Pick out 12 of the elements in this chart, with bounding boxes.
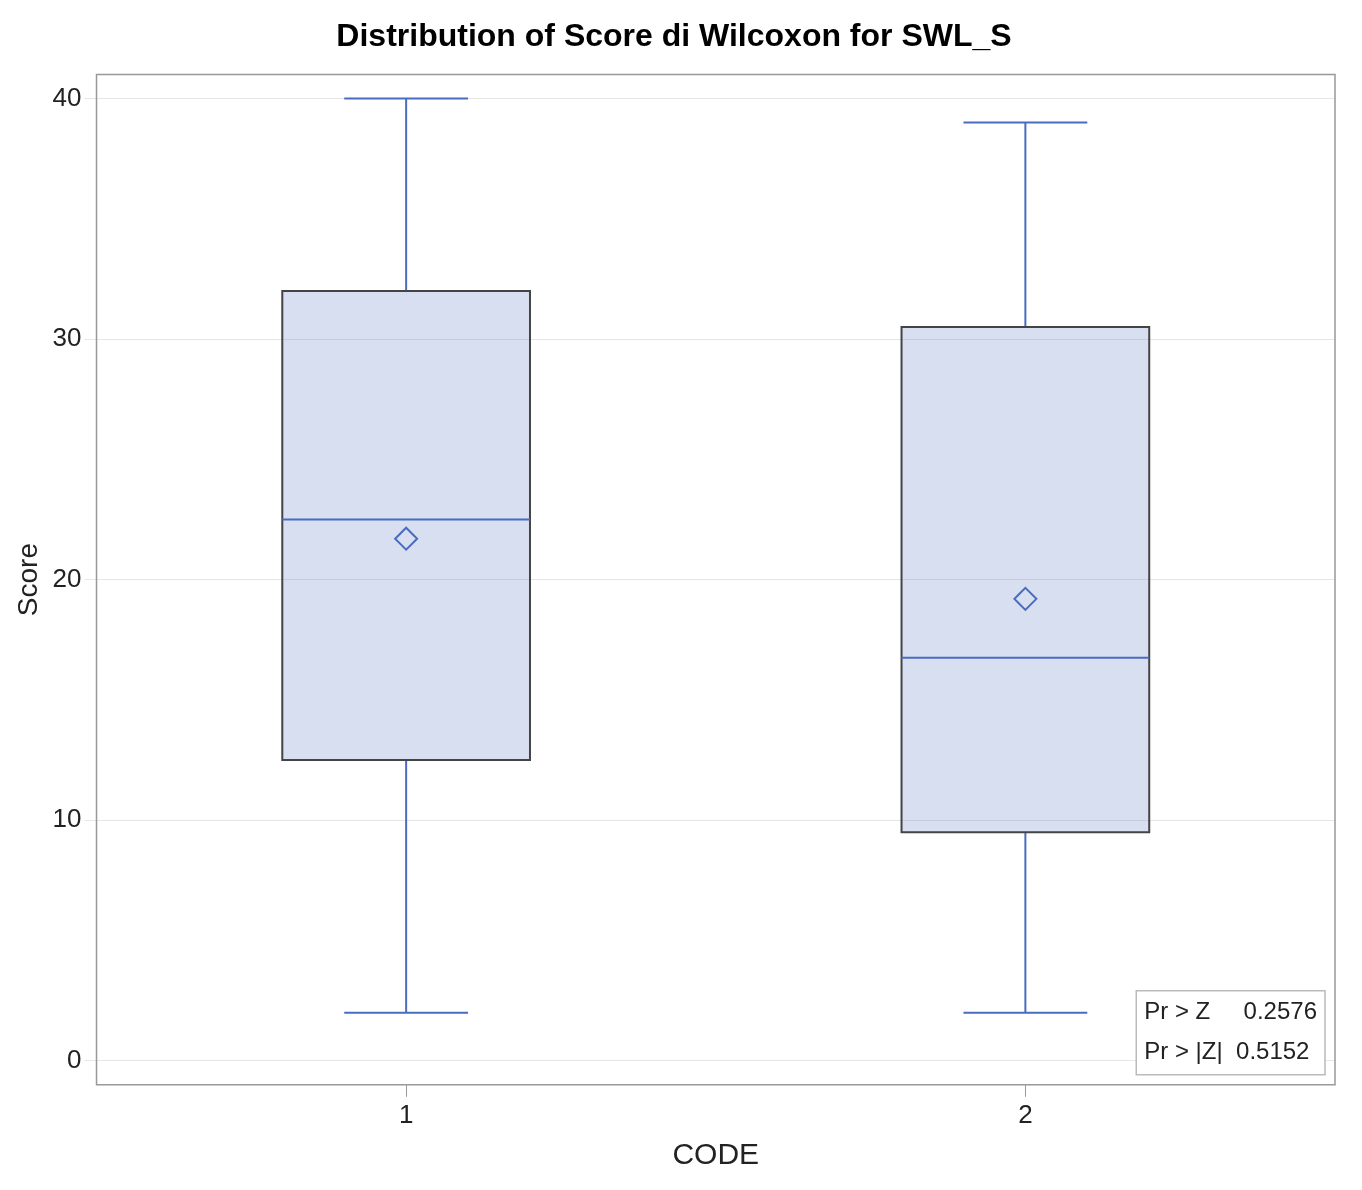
y-tick-label: 40 bbox=[52, 81, 82, 112]
y-tick-label: 20 bbox=[52, 562, 82, 593]
y-tick-label: 0 bbox=[67, 1043, 82, 1074]
annotation: Pr > Z 0.2576 bbox=[1144, 997, 1318, 1025]
annotation: Pr > |Z| 0.5152 bbox=[1144, 1037, 1310, 1065]
chart-title: Distribution of Score di Wilcoxon for SWL_S bbox=[336, 17, 1012, 54]
x-tick-label: 1 bbox=[398, 1098, 414, 1129]
y-tick-label: 10 bbox=[52, 803, 82, 834]
y-tick-label: 30 bbox=[52, 322, 82, 353]
x-tick-label: 2 bbox=[1018, 1098, 1033, 1129]
y-axis-title: Score bbox=[11, 543, 43, 617]
x-axis-title: CODE bbox=[672, 1137, 760, 1171]
